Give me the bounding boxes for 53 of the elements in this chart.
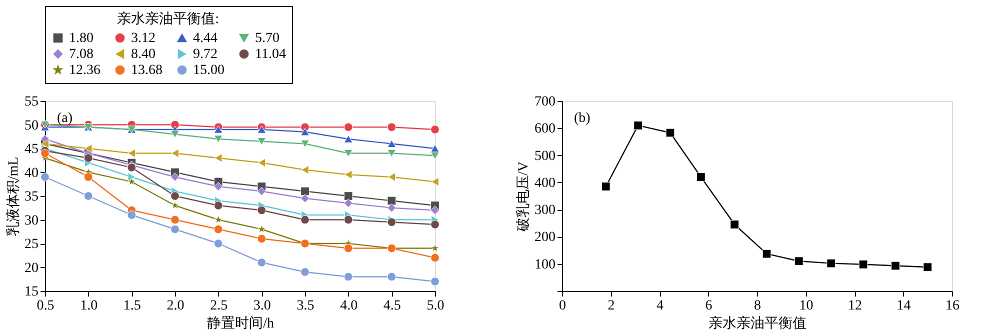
x-tick-label: 12 — [848, 298, 862, 314]
x-tick-label: 14 — [896, 298, 911, 314]
x-tick-label: 8 — [754, 298, 761, 314]
x-axis-title: 静置时间/h — [207, 316, 274, 331]
legend-label: 9.72 — [193, 47, 218, 62]
y-tick-label: 50 — [24, 118, 38, 134]
y-tick-label: 20 — [24, 260, 38, 276]
x-tick-label: 2.5 — [210, 298, 228, 314]
y-tick-label: 400 — [534, 176, 556, 191]
x-tick-label: 4 — [656, 298, 664, 314]
y-tick-label: 300 — [534, 203, 556, 218]
legend-label: 5.70 — [255, 31, 280, 46]
legend-label: 8.40 — [131, 47, 156, 62]
x-tick-label: 4.5 — [383, 298, 401, 314]
legend-label: 13.68 — [131, 63, 162, 78]
x-tick-label: 10 — [799, 298, 814, 314]
y-tick-label: 35 — [24, 190, 38, 204]
legend-title: 亲水亲油平衡值: — [117, 11, 219, 27]
y-tick-label: 200 — [534, 230, 556, 246]
x-tick-label: 4.0 — [340, 298, 358, 314]
y-tick-label: 500 — [534, 148, 556, 164]
x-tick-label: 2 — [608, 298, 615, 314]
y-tick-label: 15 — [24, 284, 38, 300]
legend-label: 4.44 — [193, 31, 218, 46]
y-tick-label: 40 — [24, 166, 38, 181]
x-tick-label: 5.0 — [426, 298, 444, 314]
legend-label: 15.00 — [193, 63, 224, 78]
x-tick-label: 0 — [559, 298, 566, 314]
annotation: (b) — [574, 111, 591, 126]
y-tick-label: 25 — [24, 237, 38, 252]
y-axis-title: 乳液体积/mL — [6, 156, 22, 236]
y-axis-title: 破乳电压/V — [516, 162, 532, 232]
x-tick-label: 1.0 — [80, 298, 98, 314]
legend-label: 12.36 — [69, 63, 100, 78]
legend-label: 11.04 — [255, 47, 286, 62]
legend-label: 7.08 — [69, 47, 94, 62]
y-tick-label: 600 — [534, 122, 556, 137]
y-tick-label: 45 — [24, 142, 38, 157]
y-tick-label: 55 — [24, 94, 38, 110]
x-tick-label: 6 — [705, 298, 712, 314]
legend-label: 1.80 — [69, 31, 94, 46]
y-tick-label: 30 — [24, 213, 38, 228]
x-tick-label: 1.5 — [123, 298, 141, 314]
x-tick-label: 2.0 — [166, 298, 184, 314]
y-tick-label: 700 — [534, 94, 556, 110]
y-tick-label: 100 — [534, 257, 556, 272]
x-tick-label: 16 — [946, 298, 960, 314]
x-tick-label: 3.5 — [296, 298, 314, 314]
x-tick-label: 0.5 — [36, 298, 54, 314]
legend-label: 3.12 — [131, 31, 156, 46]
x-axis-title: 亲水亲油平衡值 — [708, 316, 806, 331]
x-tick-label: 3.0 — [253, 298, 271, 314]
annotation: (a) — [57, 111, 73, 126]
